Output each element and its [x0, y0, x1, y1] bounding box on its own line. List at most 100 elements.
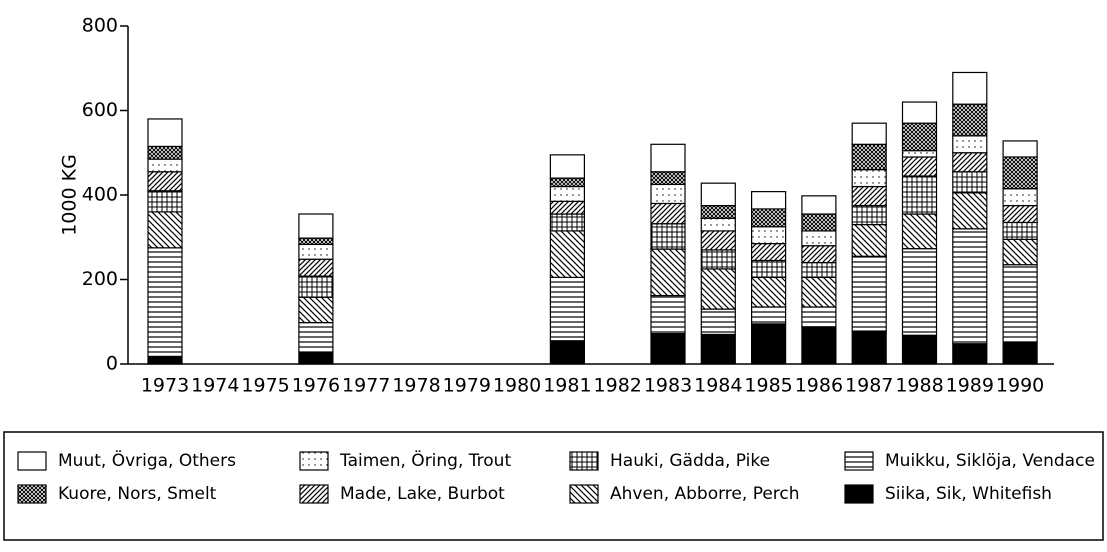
- legend-label: Taimen, Öring, Trout: [339, 449, 511, 471]
- bar-segment: [952, 71, 988, 105]
- x-tick-label: 1987: [845, 375, 893, 397]
- bar-segment: [801, 230, 837, 247]
- legend-swatch: [17, 451, 47, 471]
- bar-segment: [801, 245, 837, 264]
- y-tick-label: 800: [82, 15, 118, 37]
- bar-segment: [298, 275, 334, 298]
- bar-segment: [147, 211, 183, 249]
- bar-segment: [549, 276, 586, 342]
- legend-swatch: [569, 484, 599, 504]
- x-tick-label: 1984: [694, 375, 742, 397]
- legend-label: Siika, Sik, Whitefish: [885, 484, 1052, 504]
- bar-segment: [952, 135, 988, 154]
- x-tick-label: 1982: [594, 375, 642, 397]
- bar-segment: [549, 154, 586, 179]
- x-tick-label: 1973: [141, 375, 189, 397]
- legend-swatch: [299, 484, 329, 504]
- bar-segment: [750, 306, 787, 325]
- bar-segment: [298, 258, 334, 277]
- x-tick-label: 1980: [493, 375, 541, 397]
- x-tick-label: 1977: [342, 375, 390, 397]
- bar-segment: [952, 228, 988, 345]
- y-tick-label: 400: [82, 184, 118, 206]
- bar-segment: [700, 308, 736, 336]
- y-tick-label: 600: [82, 99, 118, 121]
- bar-segment: [549, 177, 586, 188]
- bar-segment: [952, 103, 988, 137]
- bar-segment: [700, 217, 736, 232]
- bar-segment: [650, 332, 686, 365]
- bar-segment: [801, 326, 837, 365]
- bar-segment: [851, 204, 887, 226]
- bar-segment: [700, 182, 736, 207]
- bar-segment: [750, 191, 787, 210]
- bar-segment: [700, 333, 736, 365]
- bar-segment: [700, 249, 736, 270]
- bar-segment: [750, 208, 787, 228]
- x-tick-label: 1989: [946, 375, 994, 397]
- bar-segment: [952, 152, 988, 173]
- bar-segment: [901, 334, 938, 365]
- x-tick-label: 1985: [744, 375, 792, 397]
- bar-segment: [750, 242, 787, 262]
- bar-segment: [700, 268, 736, 310]
- bar-segment: [650, 294, 686, 335]
- bar-segment: [901, 122, 938, 152]
- bar-segment: [147, 171, 183, 192]
- legend-swatch: [17, 484, 47, 504]
- bar-segment: [851, 169, 887, 188]
- bar-segment: [147, 190, 183, 213]
- bar-segment: [851, 185, 887, 207]
- bar-segment: [952, 192, 988, 230]
- bar-segment: [298, 237, 334, 246]
- bar-segment: [1002, 221, 1038, 240]
- bar-segment: [801, 262, 837, 278]
- bar-segment: [298, 321, 334, 353]
- bar-segment: [147, 247, 183, 357]
- bar-segment: [901, 156, 938, 177]
- bar-segment: [851, 255, 887, 332]
- bar-segment: [1002, 140, 1038, 158]
- x-tick-label: 1979: [443, 375, 491, 397]
- x-tick-label: 1988: [895, 375, 943, 397]
- bar-segment: [851, 122, 887, 145]
- bar-segment: [801, 213, 837, 232]
- bar-segment: [650, 223, 686, 250]
- bar-segment: [298, 351, 334, 365]
- x-tick-label: 1976: [292, 375, 340, 397]
- bar-segment: [147, 118, 183, 148]
- bar-segment: [801, 276, 837, 308]
- bar-segment: [549, 340, 586, 365]
- bar-segment: [901, 175, 938, 215]
- bar-segment: [1002, 238, 1038, 266]
- bar-segment: [147, 355, 183, 365]
- bar-segment: [851, 143, 887, 171]
- bar-segment: [851, 223, 887, 257]
- bar-segment: [549, 230, 586, 278]
- legend-box: [3, 431, 1104, 541]
- legend-swatch: [844, 484, 874, 504]
- legend-label: Made, Lake, Burbot: [340, 484, 505, 504]
- x-tick-label: 1981: [543, 375, 591, 397]
- bar-segment: [901, 213, 938, 250]
- bar-segment: [901, 248, 938, 336]
- bar-segment: [650, 202, 686, 225]
- x-tick-label: 1986: [795, 375, 843, 397]
- bar-segment: [650, 183, 686, 205]
- bar-segment: [1002, 204, 1038, 224]
- bar-segment: [750, 226, 787, 245]
- bar-segment: [549, 185, 586, 202]
- legend-label: Ahven, Abborre, Perch: [610, 484, 800, 504]
- bar-segment: [549, 213, 586, 232]
- bar-segment: [298, 213, 334, 239]
- bar-segment: [801, 306, 837, 328]
- x-tick-label: 1975: [241, 375, 289, 397]
- x-tick-label: 1983: [644, 375, 692, 397]
- bar-segment: [298, 296, 334, 324]
- bar-segment: [700, 204, 736, 219]
- bar-segment: [650, 143, 686, 173]
- bar-segment: [549, 200, 586, 215]
- bar-segment: [901, 101, 938, 124]
- legend-label: Kuore, Nors, Smelt: [58, 484, 217, 504]
